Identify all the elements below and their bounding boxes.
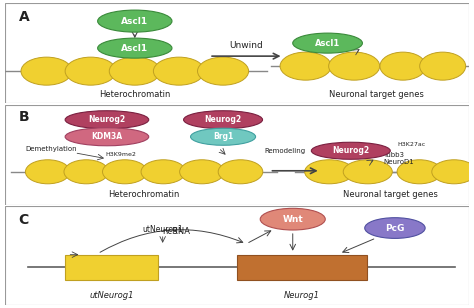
Ellipse shape: [380, 52, 426, 80]
Text: utNeurog1: utNeurog1: [142, 225, 183, 233]
Ellipse shape: [293, 33, 363, 53]
Ellipse shape: [26, 160, 70, 184]
Ellipse shape: [180, 160, 224, 184]
Text: Neurog2: Neurog2: [332, 146, 369, 155]
Ellipse shape: [154, 57, 204, 85]
Text: ncRNA: ncRNA: [163, 226, 191, 236]
Ellipse shape: [65, 57, 116, 85]
Ellipse shape: [432, 160, 474, 184]
Text: Neuronal target genes: Neuronal target genes: [343, 190, 438, 199]
Text: Ascl1: Ascl1: [121, 44, 148, 53]
Ellipse shape: [280, 52, 331, 80]
Text: Heterochromatin: Heterochromatin: [99, 90, 171, 99]
Ellipse shape: [260, 208, 325, 230]
Ellipse shape: [191, 128, 255, 145]
Text: C: C: [18, 213, 29, 227]
Text: Heterochromatin: Heterochromatin: [109, 190, 180, 199]
Text: Neurog2: Neurog2: [204, 115, 242, 124]
Ellipse shape: [21, 57, 72, 85]
Ellipse shape: [64, 160, 109, 184]
Ellipse shape: [109, 57, 160, 85]
FancyBboxPatch shape: [237, 255, 367, 280]
Ellipse shape: [98, 38, 172, 58]
Text: utNeurog1: utNeurog1: [89, 290, 134, 300]
Ellipse shape: [328, 52, 380, 80]
Text: Neurog2: Neurog2: [88, 115, 126, 124]
Text: NeuroD1: NeuroD1: [383, 159, 414, 165]
Ellipse shape: [365, 218, 425, 238]
Text: A: A: [18, 10, 29, 24]
Ellipse shape: [65, 128, 149, 146]
Ellipse shape: [183, 111, 263, 129]
Ellipse shape: [311, 142, 390, 159]
Text: Tubb3: Tubb3: [383, 152, 404, 158]
Text: Remodeling: Remodeling: [265, 148, 306, 154]
Text: Brg1: Brg1: [213, 132, 233, 141]
Text: Demethylation: Demethylation: [26, 146, 77, 152]
Ellipse shape: [343, 160, 392, 184]
Text: KDM3A: KDM3A: [91, 132, 122, 141]
Text: PcG: PcG: [385, 224, 405, 233]
Ellipse shape: [65, 111, 149, 129]
Ellipse shape: [141, 160, 186, 184]
Text: H3K9me2: H3K9me2: [105, 152, 137, 157]
Text: B: B: [18, 110, 29, 124]
Text: Neurog1: Neurog1: [284, 290, 320, 300]
Ellipse shape: [397, 160, 442, 184]
Text: Ascl1: Ascl1: [121, 17, 148, 26]
Ellipse shape: [218, 160, 263, 184]
Text: H3K27ac: H3K27ac: [397, 142, 425, 147]
Ellipse shape: [305, 160, 354, 184]
Ellipse shape: [98, 10, 172, 32]
Ellipse shape: [198, 57, 248, 85]
Text: Neuronal target genes: Neuronal target genes: [329, 90, 424, 99]
Ellipse shape: [102, 160, 147, 184]
Text: Unwind: Unwind: [229, 41, 263, 50]
Text: Ascl1: Ascl1: [315, 38, 340, 48]
Ellipse shape: [419, 52, 465, 80]
FancyBboxPatch shape: [65, 255, 158, 280]
Text: Wnt: Wnt: [283, 215, 303, 224]
